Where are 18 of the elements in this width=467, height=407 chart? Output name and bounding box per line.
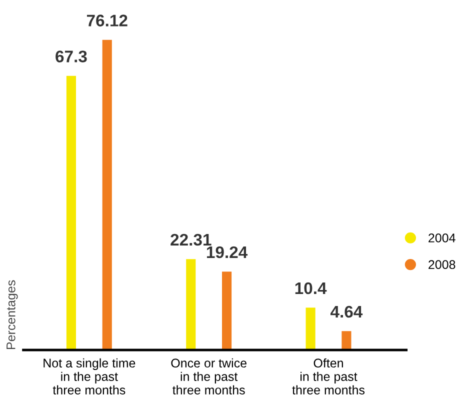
x-tick-label: Once or twice in the past three months [171,358,246,394]
data-label: 10.4 [295,282,327,294]
bar [306,308,316,350]
bar [342,331,352,350]
legend-label: 2008 [428,260,456,270]
data-label: 22.31 [170,234,212,246]
bar [222,272,232,350]
data-label: 19.24 [206,246,248,258]
x-tick-label: Not a single time in the past three months [44,358,136,394]
data-label: 67.3 [56,50,87,62]
bar [102,40,112,350]
x-tick-label: Often in the past three months [292,358,365,394]
bar [66,76,76,350]
data-label: 4.64 [330,306,363,318]
data-label: 76.12 [86,14,128,26]
y-axis-title: Percentages [6,280,18,349]
bar [186,259,196,350]
legend-label: 2004 [428,234,456,242]
